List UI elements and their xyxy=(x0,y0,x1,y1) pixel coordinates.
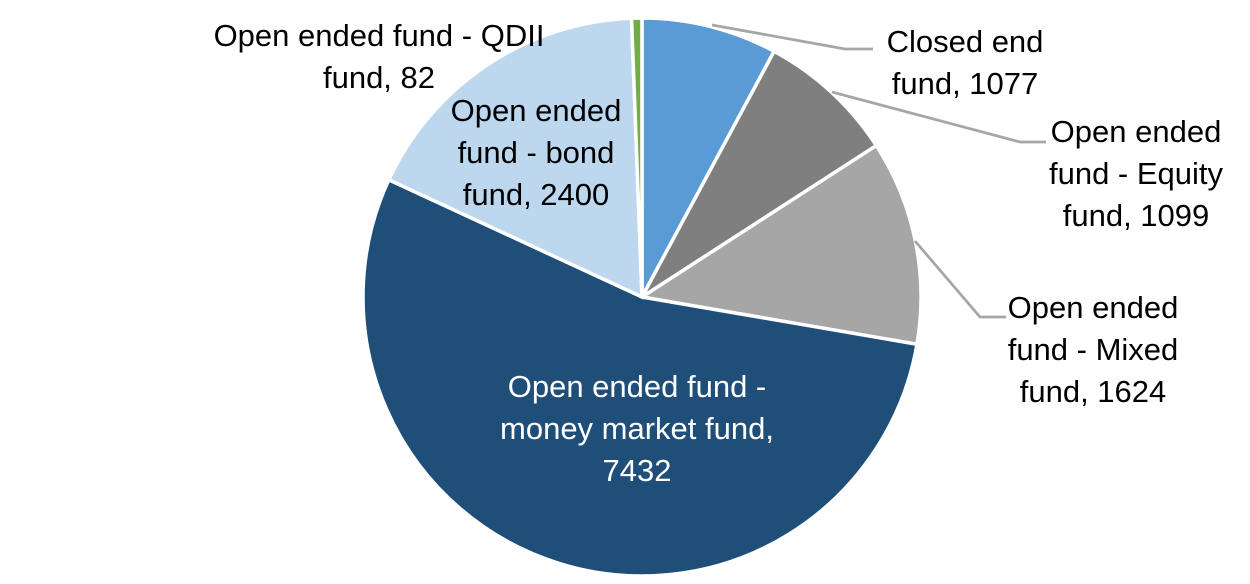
pie-slice-open-ended-fund-qdii-fund xyxy=(629,16,644,298)
data-label-open-ended-fund-bond-fund: Open ended fund - bond fund, 2400 xyxy=(451,93,622,212)
data-label-open-ended-fund-equity-fund: Open ended fund - Equity fund, 1099 xyxy=(1049,114,1224,233)
data-label-open-ended-fund-qdii-fund: Open ended fund - QDII fund, 82 xyxy=(214,18,545,95)
leader-line-closed-end-fund xyxy=(711,23,873,51)
pie-slice-open-ended-fund-bond-fund xyxy=(386,16,644,300)
pie-slice-open-ended-fund-money-market-fund xyxy=(361,177,919,578)
pie-slice-closed-end-fund xyxy=(640,16,777,298)
data-label-open-ended-fund-money-market-fund: Open ended fund -money market fund, 7432 xyxy=(500,369,774,488)
leader-line-open-ended-fund-equity-fund xyxy=(831,90,1046,144)
pie-slice-open-ended-fund-equity-fund xyxy=(640,48,879,299)
leader-line-open-ended-fund-mixed-fund xyxy=(913,240,1006,319)
data-label-closed-end-fund: Closed end fund, 1077 xyxy=(887,24,1044,101)
data-label-open-ended-fund-mixed-fund: Open ended fund - Mixed fund, 1624 xyxy=(1008,290,1179,409)
